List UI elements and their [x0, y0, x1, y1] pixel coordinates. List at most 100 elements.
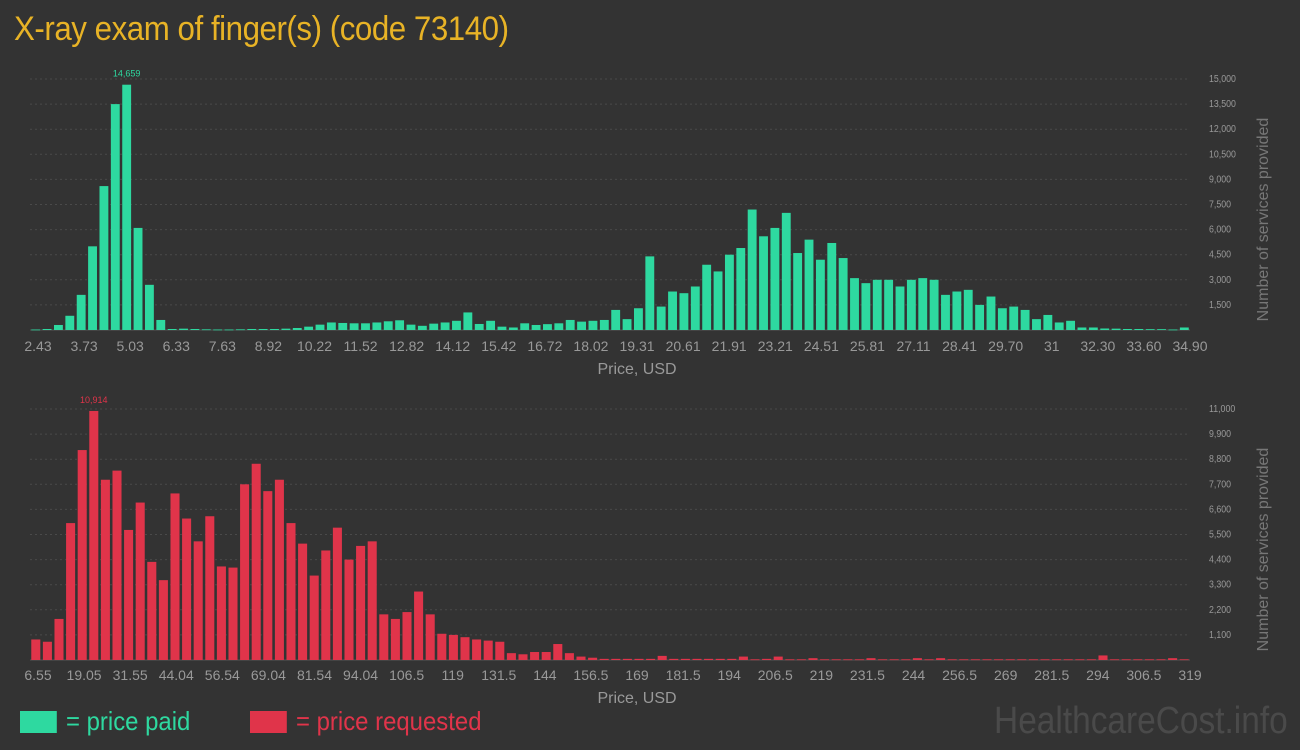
bar [952, 291, 962, 330]
bar [402, 612, 412, 660]
bar [216, 566, 226, 660]
bar [541, 652, 551, 660]
bar [843, 659, 853, 661]
bar [815, 259, 825, 330]
bar [460, 637, 470, 660]
x-tick-label: 2.43 [24, 338, 51, 354]
legend-label-requested: = price requested [296, 706, 482, 736]
bar [270, 328, 279, 330]
x-tick-label: 144 [533, 667, 557, 683]
x-tick-label: 119 [442, 667, 465, 683]
bar [668, 291, 677, 330]
x-axis-title: Price, USD [597, 361, 676, 378]
x-tick-label: 19.31 [620, 338, 655, 354]
y-tick-label: 3,000 [1209, 273, 1231, 285]
bar [906, 279, 916, 330]
bar [406, 324, 416, 330]
bar [1121, 659, 1131, 661]
bar [970, 659, 980, 661]
bar [483, 640, 493, 660]
bar [274, 479, 284, 660]
x-tick-label: 219 [810, 667, 834, 683]
y-tick-label: 6,000 [1209, 223, 1231, 235]
bar [727, 658, 737, 660]
x-tick-label: 319 [1178, 667, 1202, 683]
x-tick-label: 6.55 [24, 667, 51, 683]
bar [1077, 327, 1087, 330]
bar [1066, 320, 1076, 330]
bar [414, 591, 424, 660]
x-tick-label: 169 [625, 667, 649, 683]
bar [669, 658, 679, 660]
bar [831, 659, 841, 661]
bar [76, 294, 86, 330]
x-tick-label: 15.42 [481, 338, 516, 354]
x-tick-label: 94.04 [343, 667, 378, 683]
bar [315, 324, 325, 330]
y-tick-label: 4,400 [1209, 553, 1231, 565]
bar [975, 304, 985, 330]
bar [133, 227, 143, 330]
bar [474, 323, 484, 330]
bar [1134, 328, 1144, 330]
bar [361, 323, 370, 330]
x-tick-label: 25.81 [850, 338, 885, 354]
bar [793, 253, 803, 330]
bar [861, 283, 871, 330]
bar [1009, 306, 1019, 330]
x-tick-label: 3.73 [70, 338, 97, 354]
x-tick-label: 194 [718, 667, 742, 683]
bar [530, 652, 540, 660]
bar [349, 323, 359, 330]
x-tick-label: 306.5 [1126, 667, 1161, 683]
bar [1145, 329, 1155, 330]
bar [866, 658, 876, 660]
bar [750, 659, 760, 661]
chart-title: X-ray exam of finger(s) (code 73140) [14, 10, 509, 48]
x-tick-label: 34.90 [1172, 338, 1207, 354]
bar [508, 327, 518, 330]
peak-value-label: 14,659 [113, 69, 141, 79]
bar [99, 186, 109, 330]
bar [1179, 659, 1189, 661]
x-tick-label: 14.12 [435, 338, 470, 354]
bar [1063, 659, 1073, 661]
bar [692, 658, 702, 660]
bar [1017, 659, 1027, 661]
bar [912, 658, 922, 660]
bar [390, 618, 400, 660]
y-tick-label: 5,500 [1209, 528, 1231, 540]
bar [135, 502, 145, 660]
x-tick-label: 5.03 [117, 338, 144, 354]
bar [344, 559, 354, 660]
bar [440, 322, 450, 330]
bar [994, 659, 1004, 661]
bar [1123, 328, 1132, 330]
bar [736, 248, 746, 330]
bar [429, 323, 439, 330]
bar [448, 634, 458, 660]
bar [947, 659, 957, 661]
x-tick-label: 294 [1086, 667, 1110, 683]
x-tick-label: 8.92 [255, 338, 282, 354]
bar [486, 320, 496, 330]
bar [298, 543, 308, 660]
y-tick-label: 12,000 [1209, 123, 1236, 135]
x-axis-title: Price, USD [597, 690, 676, 707]
x-tick-label: 44.04 [159, 667, 194, 683]
bar [747, 209, 757, 330]
bar [827, 242, 837, 330]
bar [1054, 322, 1064, 330]
bar [42, 328, 52, 330]
bar [31, 329, 41, 331]
bar [425, 614, 435, 660]
bar [144, 284, 154, 330]
peak-value-label: 10,914 [80, 395, 108, 405]
bar [611, 309, 621, 330]
bar [437, 633, 447, 660]
legend-price-paid: = price paid [20, 706, 190, 737]
bar [417, 325, 427, 330]
bar [42, 641, 52, 660]
x-tick-label: 69.04 [251, 667, 286, 683]
